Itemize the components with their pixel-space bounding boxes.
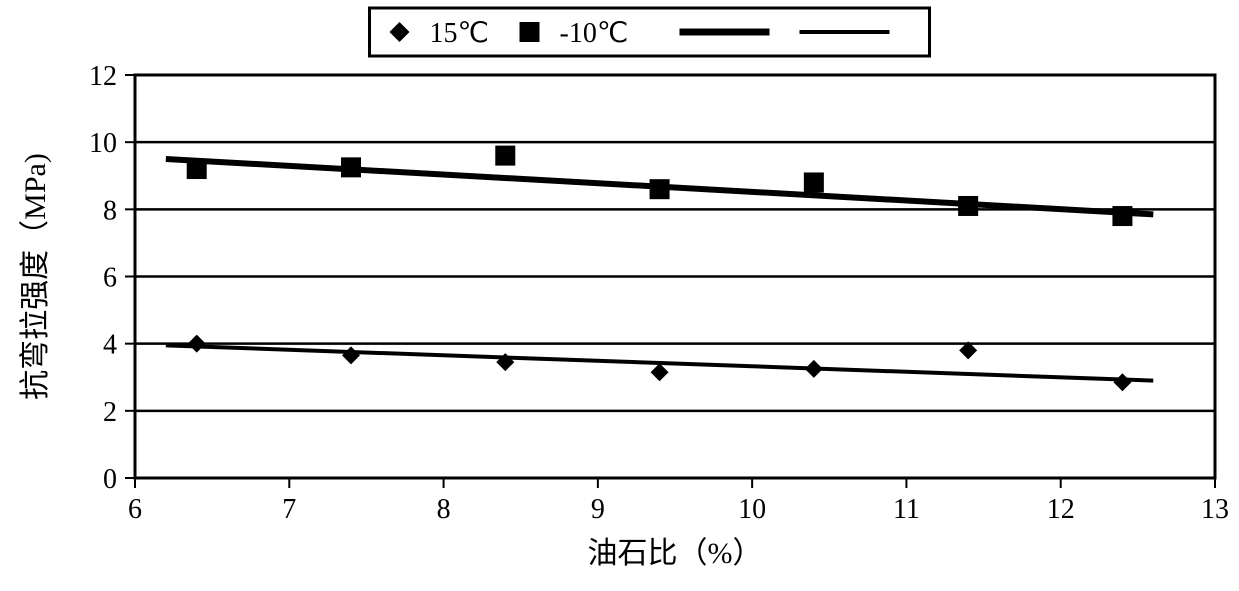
y-tick-label: 0	[103, 464, 117, 495]
chart-svg: 6 7 8 9 10 11 12 13 油石比（%） 0 2 4 6 8 10 12 抗弯拉强度（MPa) 15℃…	[0, 0, 1239, 591]
x-tick-label: 12	[1047, 494, 1075, 525]
square-marker	[520, 22, 540, 42]
y-tick-label: 2	[103, 397, 117, 428]
x-tick-label: 13	[1201, 494, 1229, 525]
y-tick-label: 4	[103, 330, 117, 361]
x-tick-label: 8	[437, 494, 451, 525]
square-marker	[650, 179, 670, 199]
x-tick-label: 7	[282, 494, 296, 525]
square-marker	[804, 172, 824, 192]
legend-label: -10℃	[560, 18, 629, 49]
square-marker	[341, 157, 361, 177]
square-marker	[958, 196, 978, 216]
y-tick-label: 6	[103, 263, 117, 294]
square-marker	[495, 146, 515, 166]
square-marker	[1112, 206, 1132, 226]
x-axis-label: 油石比（%）	[588, 537, 763, 570]
y-tick-label: 12	[89, 61, 117, 92]
x-tick-label: 6	[128, 494, 142, 525]
y-axis-label: 抗弯拉强度（MPa)	[19, 153, 52, 400]
y-tick-label: 10	[89, 128, 117, 159]
y-tick-label: 8	[103, 195, 117, 226]
chart-container: 6 7 8 9 10 11 12 13 油石比（%） 0 2 4 6 8 10 12 抗弯拉强度（MPa) 15℃…	[0, 0, 1239, 591]
x-tick-label: 10	[738, 494, 766, 525]
legend-label: 15℃	[430, 18, 489, 49]
square-marker	[187, 159, 207, 179]
x-tick-label: 11	[893, 494, 920, 525]
x-tick-label: 9	[591, 494, 605, 525]
